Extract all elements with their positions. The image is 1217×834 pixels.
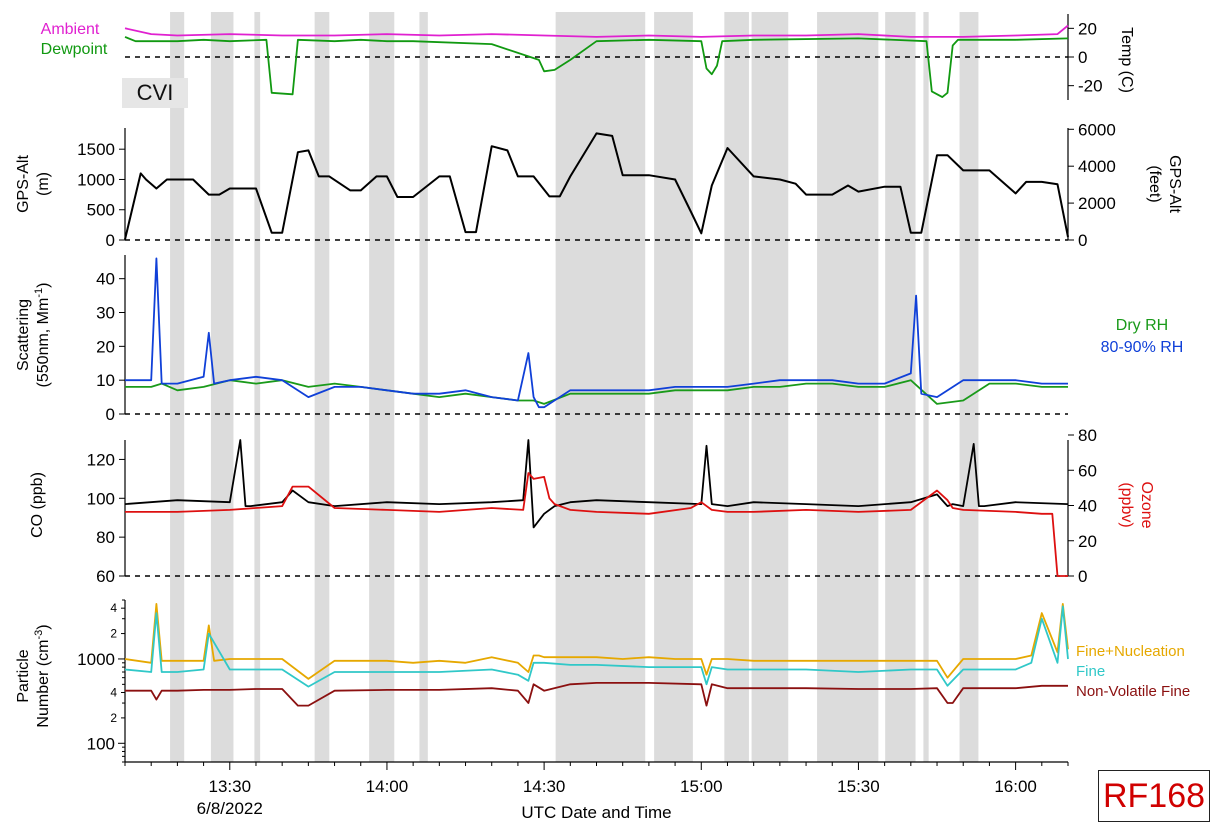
right-tick-label: 20 bbox=[1078, 19, 1097, 38]
right-tick-label: 0 bbox=[1078, 231, 1087, 250]
right-tick-label: 2000 bbox=[1078, 194, 1116, 213]
series-line-dewpoint bbox=[124, 36, 1069, 98]
left-minor-tick-label: 4 bbox=[110, 601, 117, 615]
right-tick-label: 4000 bbox=[1078, 157, 1116, 176]
right-axis-title: Temp (C) bbox=[1118, 27, 1135, 93]
flight-id: RF168 bbox=[1102, 776, 1206, 815]
left-axis-title: Particle Number (cm-3) bbox=[15, 624, 52, 727]
left-axis-title: Scattering (550nm, Mm-1) bbox=[15, 283, 52, 388]
cvi-band bbox=[314, 12, 330, 762]
time-axis-title: UTC Date and Time bbox=[521, 803, 671, 822]
series-line-ozone bbox=[125, 472, 1068, 577]
cvi-band bbox=[254, 12, 261, 762]
left-tick-label: 0 bbox=[106, 231, 115, 250]
left-tick-label: 1000 bbox=[77, 650, 115, 669]
cvi-label: CVI bbox=[136, 80, 174, 105]
right-tick-label: 6000 bbox=[1078, 120, 1116, 139]
left-minor-tick-label: 2 bbox=[110, 627, 117, 641]
time-tick-label: 14:30 bbox=[523, 777, 566, 796]
time-axis: 13:30 14:00 14:30 15:00 15:30 16:00 6/8/2022 UT… bbox=[124, 761, 1069, 822]
series-line-co bbox=[124, 439, 1069, 529]
cvi-band bbox=[170, 12, 185, 762]
left-tick-label: 30 bbox=[96, 304, 115, 323]
legend-fine-nucleation: Fine+Nucleation bbox=[1076, 643, 1185, 660]
time-tick-label: 16:00 bbox=[994, 777, 1037, 796]
series-line-ambient bbox=[124, 24, 1069, 38]
right-tick-label: 40 bbox=[1078, 497, 1097, 516]
legend-fine: Fine bbox=[1076, 663, 1105, 680]
cvi-band bbox=[885, 12, 916, 762]
time-tick-label: 13:30 bbox=[209, 777, 252, 796]
cvi-band bbox=[369, 12, 395, 762]
time-tick-label: 15:30 bbox=[837, 777, 880, 796]
panel-altitude: 0 500 1000 1500 0 2000 4000 6000 GPS-Alt (m) GPS-A… bbox=[15, 120, 1183, 250]
cvi-band bbox=[959, 12, 979, 762]
left-tick-label: 20 bbox=[96, 337, 115, 356]
series-line-non-volatile-fine bbox=[125, 682, 1068, 707]
right-tick-label: 20 bbox=[1078, 532, 1097, 551]
series-line-80-90-rh bbox=[125, 257, 1068, 409]
legend-dewpoint: Dewpoint bbox=[41, 41, 108, 58]
right-axis-title: Ozone(ppbv) bbox=[1118, 481, 1155, 528]
right-tick-label: 0 bbox=[1078, 567, 1087, 586]
panel-co_ozone: 60 80 100 120 0 20 40 60 80 CO (ppb) Ozone(ppbv) bbox=[29, 426, 1155, 586]
right-tick-label: 80 bbox=[1078, 426, 1097, 445]
right-tick-label: 60 bbox=[1078, 461, 1097, 480]
cvi-label-box: CVI bbox=[122, 78, 188, 108]
left-tick-label: 0 bbox=[106, 405, 115, 424]
panel-scattering: 0 10 20 30 40 Scattering (550nm, Mm-1) Dry RH 80… bbox=[15, 255, 1183, 424]
legend-non-volatile-fine: Non-Volatile Fine bbox=[1076, 683, 1190, 700]
time-tick-label: 15:00 bbox=[680, 777, 723, 796]
cvi-band bbox=[923, 12, 929, 762]
left-tick-label: 1000 bbox=[77, 170, 115, 189]
cvi-bands bbox=[170, 12, 979, 762]
panel-particles: 100 1000 2 4 2 4 Particle Number (cm-3) Fine+Nuc… bbox=[15, 599, 1190, 763]
left-tick-label: 40 bbox=[96, 270, 115, 289]
left-tick-label: 80 bbox=[96, 528, 115, 547]
series-line-dry-rh bbox=[125, 379, 1068, 405]
left-tick-label: 60 bbox=[96, 567, 115, 586]
left-tick-label: 120 bbox=[87, 450, 115, 469]
legend-humid-rh: 80-90% RH bbox=[1101, 339, 1184, 356]
series-line-fine bbox=[124, 605, 1069, 688]
left-tick-label: 100 bbox=[87, 734, 115, 753]
cvi-band bbox=[555, 12, 646, 762]
left-tick-label: 100 bbox=[87, 489, 115, 508]
cvi-band bbox=[210, 12, 234, 762]
panel-temperature: 20 0 -20 Ambient Dewpoint Temp (C) bbox=[41, 14, 1135, 100]
date-label: 6/8/2022 bbox=[197, 799, 263, 818]
cvi-band bbox=[419, 12, 428, 762]
left-axis-title: GPS-Alt (m) bbox=[15, 155, 52, 213]
left-axis-title: CO (ppb) bbox=[29, 472, 46, 538]
series-line-gps-alt bbox=[124, 132, 1069, 240]
right-tick-label: 0 bbox=[1078, 48, 1087, 67]
right-axis-title: GPS-Alt(feet) bbox=[1146, 155, 1183, 213]
time-tick-label: 14:00 bbox=[366, 777, 409, 796]
legend-dry-rh: Dry RH bbox=[1116, 317, 1168, 334]
right-tick-label: -20 bbox=[1078, 77, 1103, 96]
left-minor-tick-label: 4 bbox=[110, 686, 117, 700]
left-tick-label: 1500 bbox=[77, 140, 115, 159]
left-minor-tick-label: 2 bbox=[110, 711, 117, 725]
left-tick-label: 500 bbox=[87, 201, 115, 220]
flight-id-box: RF168 bbox=[1098, 770, 1210, 822]
legend-ambient: Ambient bbox=[41, 21, 100, 38]
left-tick-label: 10 bbox=[96, 371, 115, 390]
